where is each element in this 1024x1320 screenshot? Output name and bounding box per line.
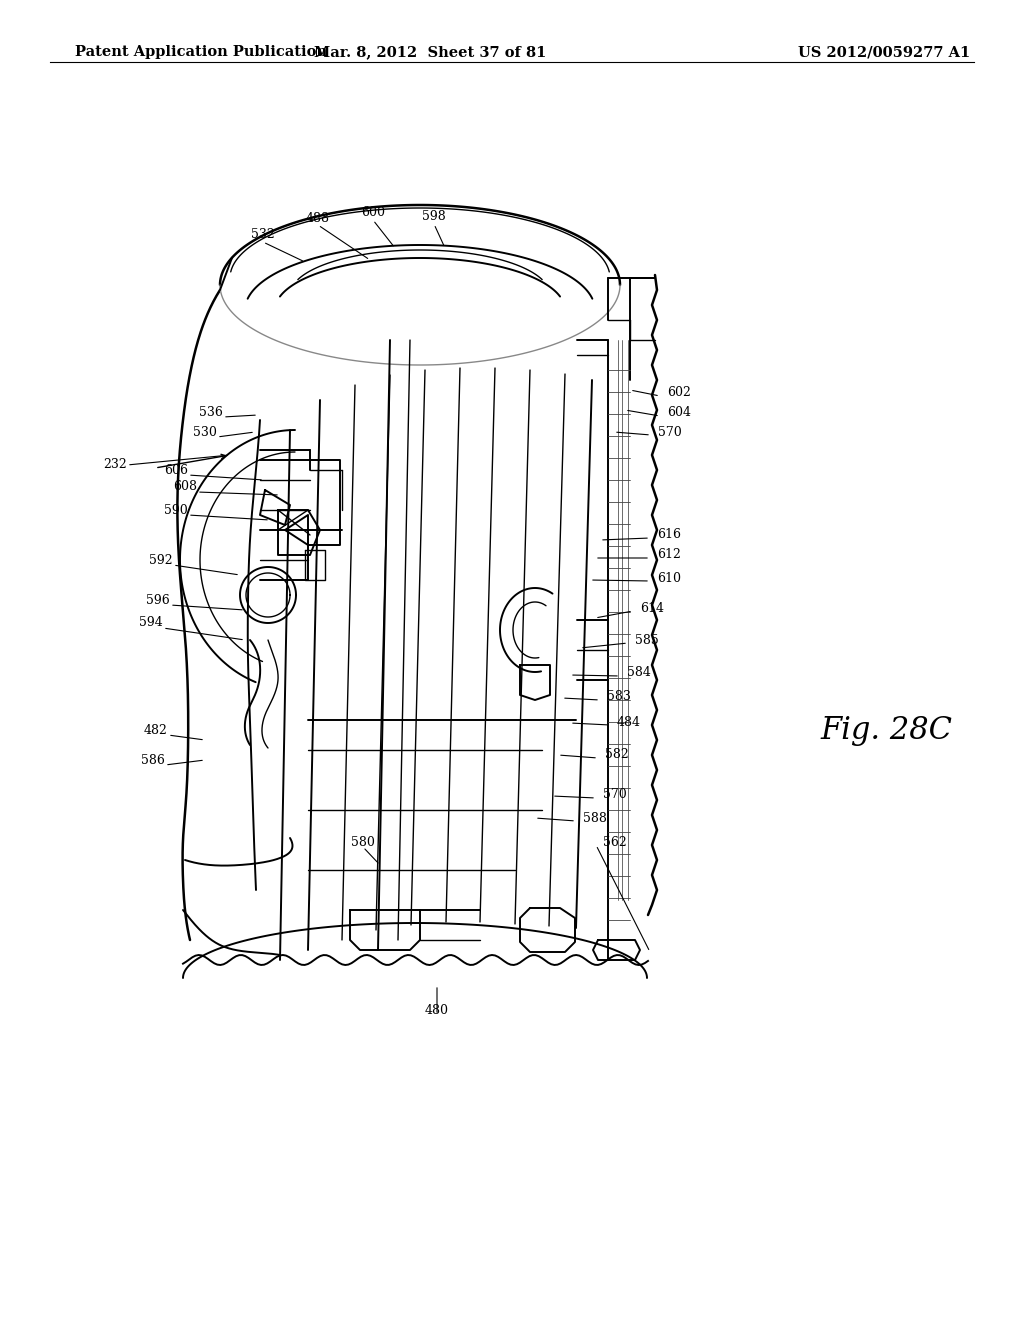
Text: 592: 592: [150, 553, 173, 566]
Text: 532: 532: [251, 228, 274, 242]
Text: 588: 588: [583, 812, 607, 825]
Text: 488: 488: [306, 211, 330, 224]
Text: 530: 530: [194, 425, 217, 438]
Text: 610: 610: [657, 572, 681, 585]
Text: 594: 594: [139, 616, 163, 630]
Text: 536: 536: [199, 405, 223, 418]
Text: 586: 586: [141, 754, 165, 767]
Text: Patent Application Publication: Patent Application Publication: [75, 45, 327, 59]
Text: 482: 482: [144, 723, 168, 737]
Text: 616: 616: [657, 528, 681, 541]
Text: 570: 570: [603, 788, 627, 801]
Text: 584: 584: [627, 667, 651, 680]
Text: 232: 232: [103, 458, 127, 471]
Text: US 2012/0059277 A1: US 2012/0059277 A1: [798, 45, 970, 59]
Text: 604: 604: [667, 407, 691, 420]
Text: 596: 596: [146, 594, 170, 606]
Text: 580: 580: [351, 836, 375, 849]
Text: 484: 484: [617, 715, 641, 729]
Text: Fig. 28C: Fig. 28C: [820, 714, 952, 746]
Text: 598: 598: [422, 210, 445, 223]
Text: 562: 562: [603, 836, 627, 849]
Text: 585: 585: [635, 634, 658, 647]
Text: 606: 606: [164, 463, 188, 477]
Text: 590: 590: [164, 503, 188, 516]
Text: 582: 582: [605, 748, 629, 762]
Text: 570: 570: [658, 425, 682, 438]
Text: Mar. 8, 2012  Sheet 37 of 81: Mar. 8, 2012 Sheet 37 of 81: [313, 45, 546, 59]
Text: 600: 600: [361, 206, 385, 219]
Text: 480: 480: [425, 1003, 449, 1016]
Text: 614: 614: [640, 602, 664, 615]
Text: 583: 583: [607, 690, 631, 704]
Text: 612: 612: [657, 549, 681, 561]
Text: 602: 602: [667, 387, 691, 400]
Text: 608: 608: [173, 480, 197, 494]
